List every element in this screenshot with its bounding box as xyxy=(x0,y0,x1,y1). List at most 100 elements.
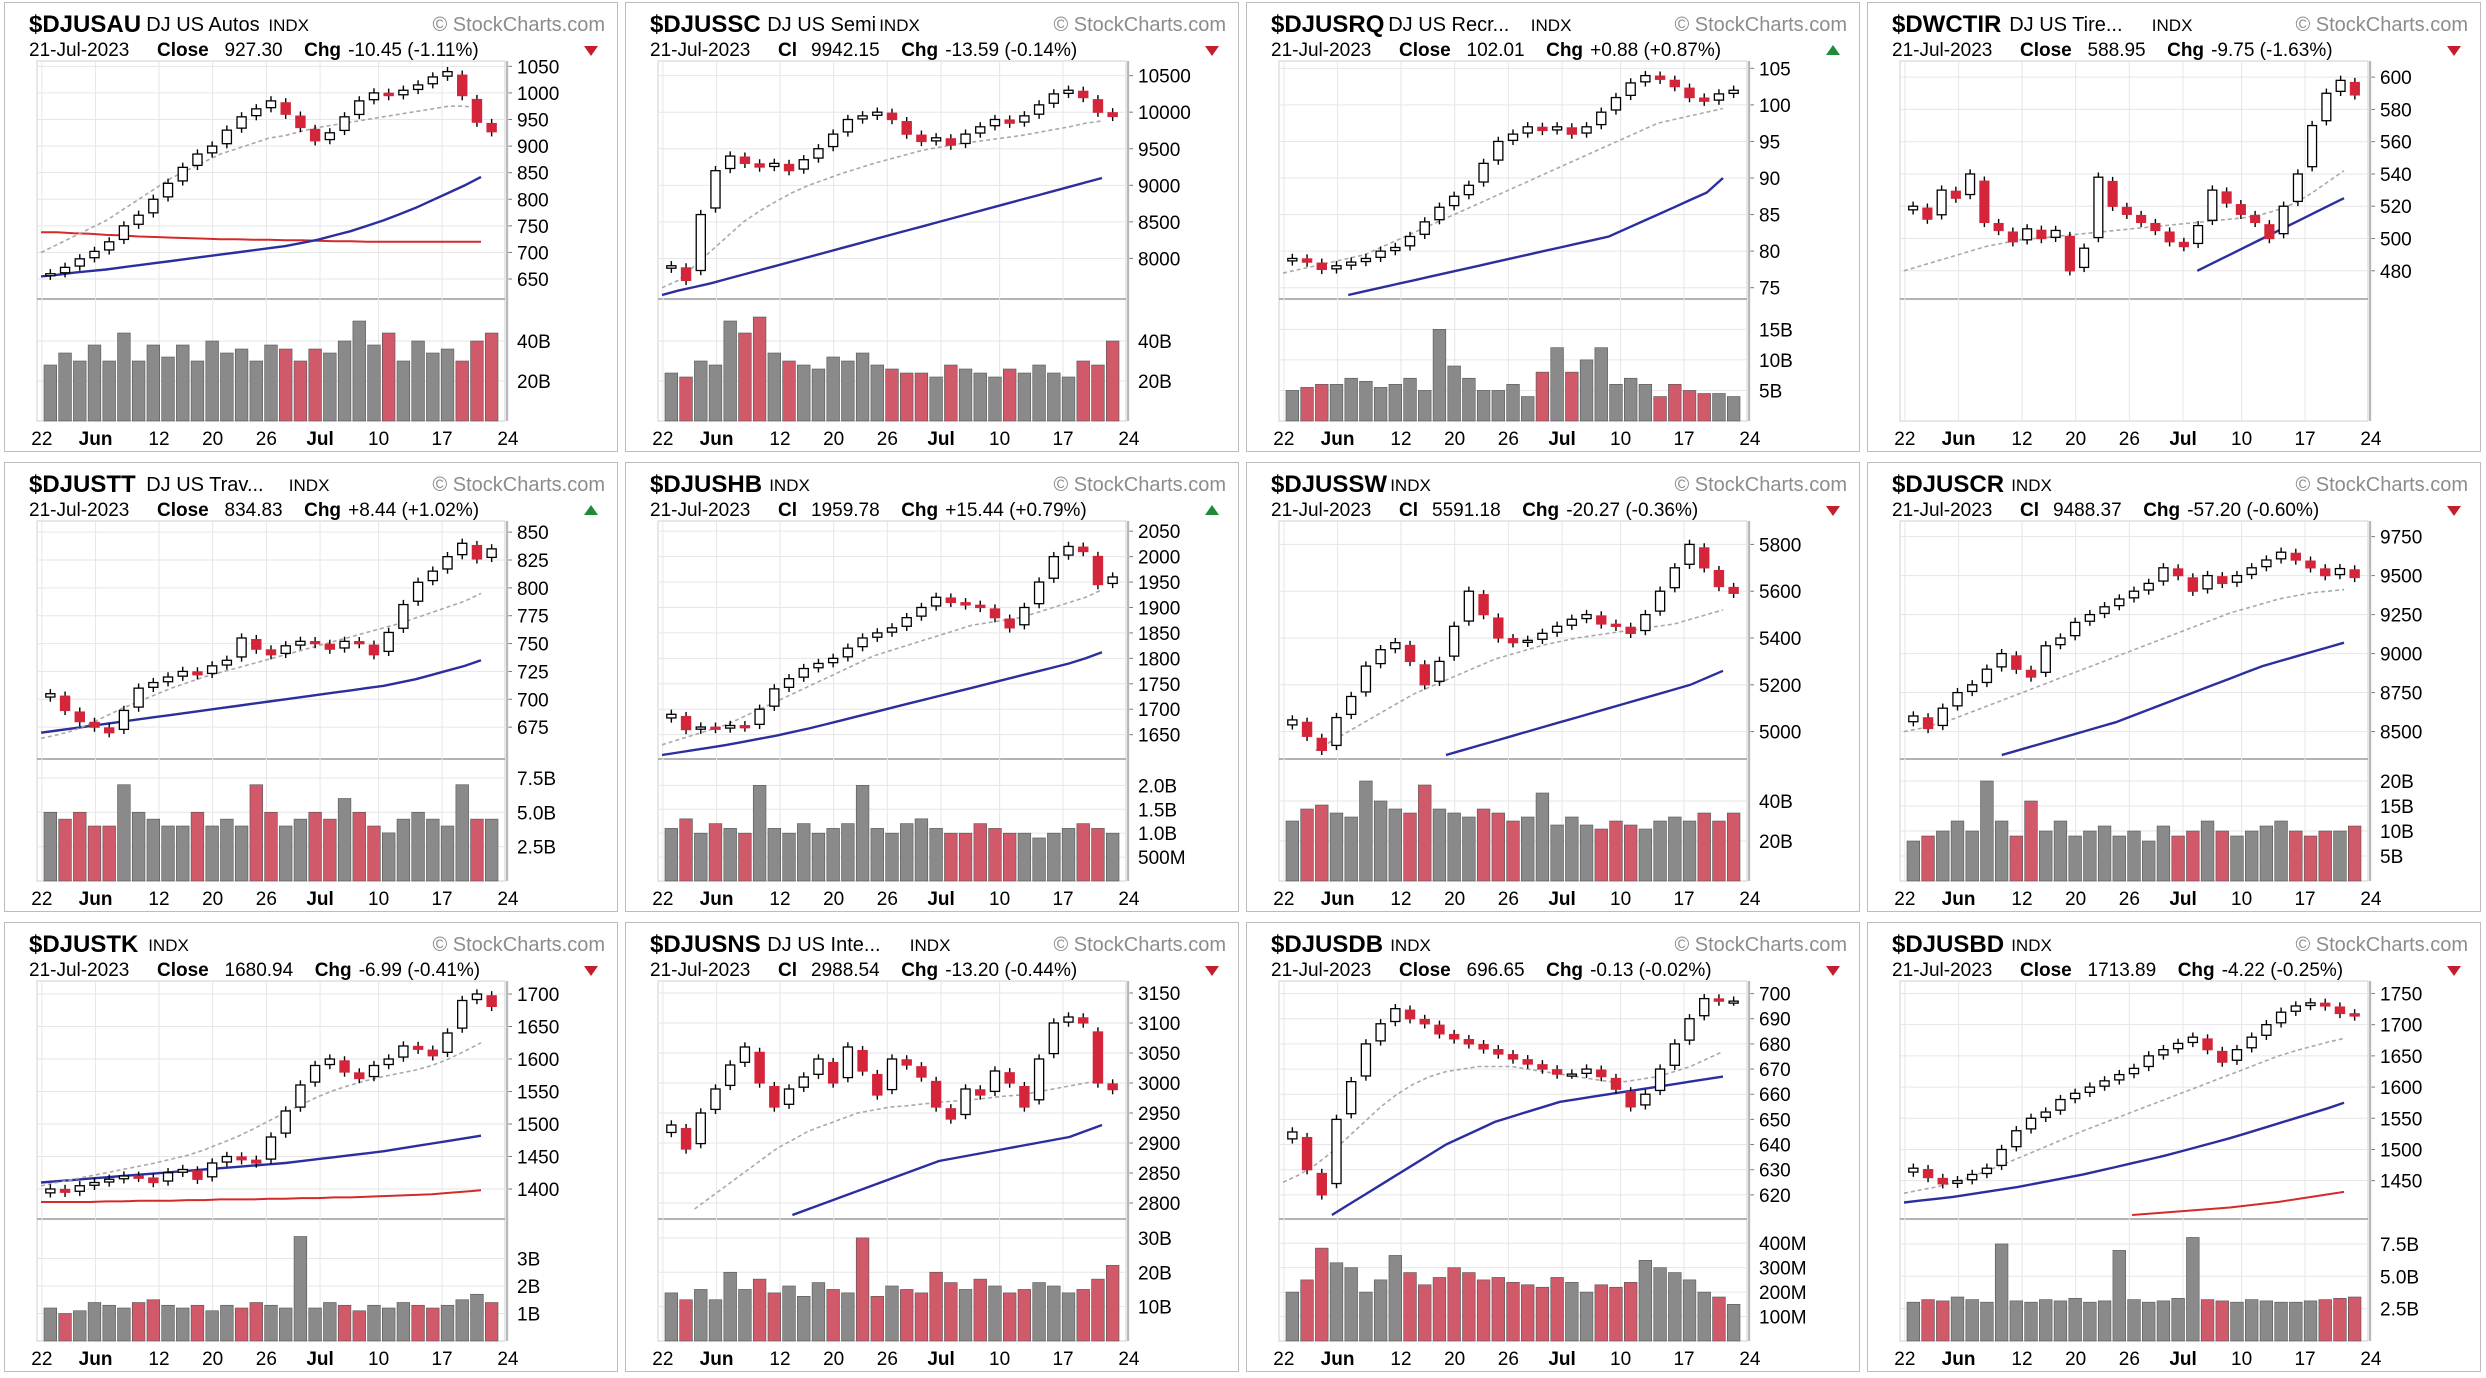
x-tick-label: 10 xyxy=(368,1349,389,1370)
x-tick-label: 26 xyxy=(877,889,898,910)
candle-up xyxy=(2187,1036,2199,1044)
candle-down xyxy=(739,156,751,165)
ma-fast-line xyxy=(1903,588,2345,733)
candle-up xyxy=(383,1058,394,1066)
volume-bar xyxy=(1506,1282,1520,1342)
candle-down xyxy=(1684,87,1695,99)
chart-panel-djushb[interactable]: $DJUSHB INDX © StockCharts.com 21-Jul-2023 C… xyxy=(625,462,1239,912)
candle-up xyxy=(1404,235,1416,247)
candle-down xyxy=(2172,568,2184,577)
candle-down xyxy=(339,1060,350,1073)
chart-panel-djussw[interactable]: $DJUSSW INDX © StockCharts.com 21-Jul-2023 C… xyxy=(1246,462,1860,912)
x-tick-label: 22 xyxy=(652,1349,673,1370)
chart-panel-djusbd[interactable]: $DJUSBD INDX © StockCharts.com 21-Jul-2023 C… xyxy=(1867,922,2481,1372)
volume-bar xyxy=(664,372,679,422)
x-tick-label: 17 xyxy=(2294,889,2315,910)
volume-bar xyxy=(1550,1277,1564,1342)
candle-down xyxy=(2217,1050,2228,1063)
candle-up xyxy=(2334,567,2346,576)
volume-bar xyxy=(264,344,278,422)
volume-bar xyxy=(1285,390,1300,422)
candle-up xyxy=(103,241,115,251)
volume-bar xyxy=(1535,1286,1550,1342)
chart-index-name: DJ US Inte... xyxy=(767,934,880,956)
x-tick-label: 10 xyxy=(989,889,1010,910)
chart-panel-djusrq[interactable]: $DJUSRQ DJ US Recr... INDX © StockCharts.co… xyxy=(1246,2,1860,452)
price-tick-label: 5200 xyxy=(1759,676,1801,697)
candle-up xyxy=(442,556,453,570)
chart-panel-djustk[interactable]: $DJUSTK INDX © StockCharts.com 21-Jul-2023 C… xyxy=(4,922,618,1372)
volume-bar xyxy=(2097,1300,2112,1342)
chg-label: Chg xyxy=(901,40,938,61)
candle-up xyxy=(1375,649,1386,665)
candle-up xyxy=(857,637,868,648)
price-tick-label: 9000 xyxy=(1138,176,1180,197)
chart-panel-dwctir[interactable]: $DWCTIR DJ US Tire... INDX © StockCharts.co… xyxy=(1867,2,2481,452)
price-tick-label: 750 xyxy=(517,635,549,656)
volume-bar xyxy=(855,785,870,882)
candle-down xyxy=(1301,1136,1313,1171)
chart-svg: $DJUSTK INDX © StockCharts.com 21-Jul-2023 C… xyxy=(29,931,605,1370)
chart-index-name: DJ US Semi xyxy=(767,14,876,36)
candle-up xyxy=(710,1088,721,1111)
volume-bar xyxy=(1712,820,1726,882)
candle-up xyxy=(1463,184,1475,196)
volume-bar xyxy=(337,340,352,422)
candle-down xyxy=(89,721,100,728)
candle-up xyxy=(1684,543,1695,565)
chart-panel-djusau[interactable]: $DJUSAU DJ US Autos INDX © StockCharts.com 2… xyxy=(4,2,618,452)
chart-symbol: $DJUSRQ xyxy=(1271,11,1384,38)
x-tick-label: 17 xyxy=(431,889,452,910)
x-tick-label: Jun xyxy=(79,1349,113,1370)
x-tick-label: Jun xyxy=(700,889,734,910)
candle-down xyxy=(1493,617,1504,639)
candle-down xyxy=(324,643,336,650)
candle-up xyxy=(339,116,350,132)
volume-bar xyxy=(679,818,693,882)
price-tick-label: 2050 xyxy=(1138,522,1180,543)
volume-bar xyxy=(87,344,102,422)
chart-panel-djusdb[interactable]: $DJUSDB INDX © StockCharts.com 21-Jul-2023 C… xyxy=(1246,922,1860,1372)
ma-fast-line xyxy=(1282,107,1724,274)
candle-down xyxy=(236,1156,247,1161)
chart-panel-djusns[interactable]: $DJUSNS DJ US Inte... INDX © StockCharts.co… xyxy=(625,922,1239,1372)
volume-bar xyxy=(1047,372,1061,422)
candle-up xyxy=(103,1178,115,1183)
candle-up xyxy=(1908,205,1919,211)
candle-down xyxy=(754,163,765,168)
volume-bar xyxy=(396,818,411,882)
volume-bar xyxy=(323,818,337,882)
volume-bar xyxy=(2333,830,2347,882)
chart-panel-djussc[interactable]: $DJUSSC DJ US Semi INDX © StockCharts.com 21… xyxy=(625,2,1239,452)
candle-down xyxy=(1004,119,1015,124)
candle-down xyxy=(1078,1017,1089,1024)
candle-up xyxy=(2040,1111,2051,1118)
chg-value: -57.20 (-0.60%) xyxy=(2187,500,2319,521)
chart-exchange: INDX xyxy=(148,936,189,955)
candle-up xyxy=(2099,606,2110,615)
volume-bar xyxy=(2215,1300,2229,1342)
chart-panel-djuscr[interactable]: $DJUSCR INDX © StockCharts.com 21-Jul-2023 C… xyxy=(1867,462,2481,912)
x-tick-label: 24 xyxy=(1118,889,1140,910)
x-tick-label: 24 xyxy=(1739,889,1761,910)
stockcharts-watermark: © StockCharts.com xyxy=(1674,934,1847,956)
x-tick-label: Jun xyxy=(79,429,113,450)
volume-bar xyxy=(1091,828,1105,882)
volume-bar xyxy=(1462,1272,1476,1342)
candle-down xyxy=(975,1089,986,1096)
volume-bar xyxy=(58,352,72,422)
volume-bar xyxy=(1329,812,1344,882)
close-value: 588.95 xyxy=(2088,40,2146,61)
candle-up xyxy=(1537,632,1548,640)
chart-panel-djustt[interactable]: $DJUSTT DJ US Trav... INDX © StockCharts.co… xyxy=(4,462,618,912)
candle-up xyxy=(339,640,350,649)
candle-down xyxy=(1004,618,1015,629)
candle-down xyxy=(1537,1064,1548,1070)
candle-up xyxy=(666,713,677,719)
volume-bar xyxy=(1668,816,1682,882)
candle-down xyxy=(133,1175,144,1179)
price-tick-label: 75 xyxy=(1759,279,1780,300)
x-tick-label: Jul xyxy=(306,1349,333,1370)
close-label: Cl xyxy=(778,960,797,981)
price-tick-label: 95 xyxy=(1759,132,1780,153)
